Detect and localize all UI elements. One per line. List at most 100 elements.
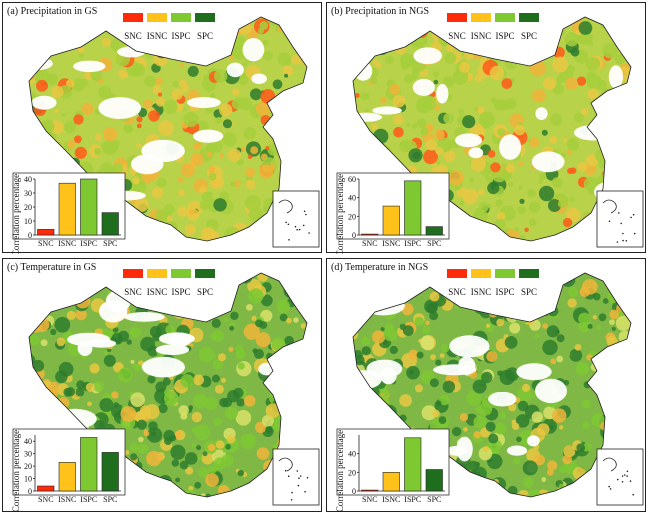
inset-island (296, 470, 299, 472)
map-patch (444, 52, 457, 64)
map-patch (439, 353, 445, 359)
map-patch (529, 201, 541, 213)
map-patch (483, 446, 490, 452)
inset-island (621, 475, 624, 477)
map-patch (137, 443, 149, 454)
map-patch (393, 126, 404, 138)
map-patch (339, 382, 349, 392)
map-patch (284, 125, 291, 132)
map-patch (36, 154, 43, 161)
map-patch (478, 188, 485, 196)
map-patch (483, 498, 490, 505)
map-patch (233, 239, 243, 241)
map-patch (585, 222, 591, 229)
map-patch (481, 371, 493, 384)
map-patch (129, 326, 141, 338)
map-patch (98, 274, 108, 283)
inset-island (633, 232, 636, 235)
map-patch (487, 182, 500, 195)
map-patch (212, 330, 224, 342)
map-patch (442, 76, 455, 88)
map-patch (627, 173, 631, 188)
map-patch (60, 282, 64, 287)
map-patch (429, 311, 439, 321)
map-patch (136, 116, 143, 123)
map-patch (334, 421, 343, 430)
map-patch (570, 33, 576, 40)
map-patch (495, 199, 503, 207)
map-patch (207, 44, 223, 60)
map-patch (569, 501, 576, 508)
map-patch (505, 58, 517, 70)
map-patch (384, 390, 390, 397)
map-patch (184, 452, 198, 465)
bar-x-label-spc: SPC (427, 239, 441, 248)
map-patch (206, 151, 212, 158)
map-patch (353, 417, 361, 430)
map-patch (113, 140, 120, 147)
map-patch (248, 273, 261, 275)
map-patch (228, 235, 240, 241)
map-patch (90, 69, 103, 81)
map-patch (292, 123, 307, 140)
map-patch (214, 25, 230, 41)
bar-spc (101, 212, 119, 236)
map-patch (255, 319, 263, 328)
map-gap (53, 408, 97, 429)
inset-coast (602, 199, 617, 214)
map-patch (393, 114, 404, 125)
map-patch (473, 431, 482, 439)
map-patch (433, 71, 440, 78)
map-patch (515, 414, 530, 428)
map-patch (29, 121, 42, 137)
inset-island (290, 499, 293, 501)
map-patch (294, 339, 307, 355)
map-patch (282, 388, 295, 401)
map-patch (629, 136, 631, 144)
map-patch (557, 199, 567, 208)
map-patch (284, 73, 289, 78)
map-patch (370, 76, 378, 85)
map-patch (516, 436, 522, 443)
map-patch (17, 419, 23, 425)
legend-label-snc: SNC (124, 287, 142, 297)
map-patch (334, 360, 349, 375)
map-patch (550, 358, 557, 365)
map-patch (53, 154, 58, 159)
map-patch (131, 63, 146, 77)
map-patch (130, 359, 135, 364)
map-patch (602, 298, 609, 304)
map-patch (251, 315, 257, 321)
map-patch (429, 291, 440, 302)
inset-coast (278, 199, 293, 214)
bar-y-tick-label: 0 (352, 231, 356, 240)
map-patch (157, 92, 163, 97)
map-patch (435, 160, 441, 165)
map-patch (588, 187, 596, 195)
map-patch (188, 209, 195, 216)
map-patch (194, 481, 202, 489)
map-patch (407, 285, 417, 296)
map-patch (119, 244, 127, 252)
map-patch (569, 499, 578, 508)
map-patch (437, 274, 443, 280)
map-patch (389, 84, 401, 95)
map-patch (45, 73, 58, 86)
map-patch (582, 399, 591, 409)
map-patch (621, 395, 631, 411)
map-patch (611, 127, 618, 133)
legend-swatch-ispc (171, 269, 191, 278)
bar-y-tick-label: 20 (24, 462, 32, 471)
map-patch (622, 170, 631, 185)
map-patch (214, 384, 224, 394)
map-patch (337, 369, 349, 381)
map-patch (353, 280, 364, 294)
map-gap (488, 391, 517, 407)
map-patch (475, 227, 485, 237)
map-patch (247, 154, 253, 159)
legend-label-spc: SPC (197, 287, 213, 297)
map-patch (552, 56, 569, 73)
map-patch (130, 392, 145, 407)
map-patch (231, 98, 243, 110)
map-patch (299, 143, 306, 149)
